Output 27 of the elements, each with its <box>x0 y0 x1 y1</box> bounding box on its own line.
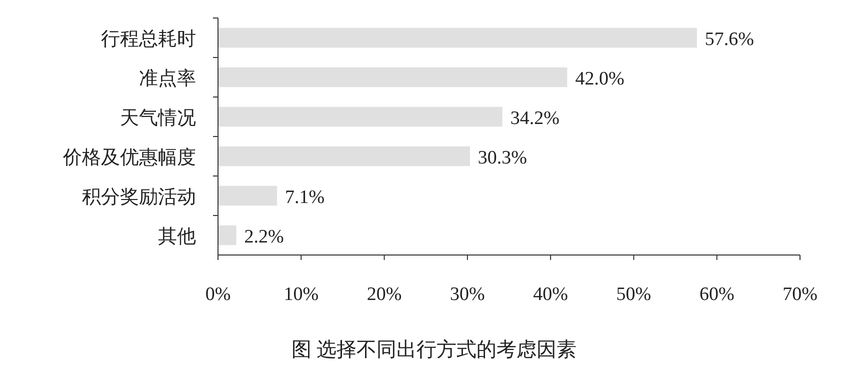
y-tick-label: 积分奖励活动 <box>82 186 196 208</box>
x-tick-label: 10% <box>284 284 319 305</box>
x-tick-label: 60% <box>699 284 734 305</box>
data-label: 7.1% <box>285 186 325 208</box>
x-tick-label: 70% <box>782 284 818 305</box>
bar <box>218 186 278 206</box>
y-tick-label: 准点率 <box>139 67 196 90</box>
x-tick-label: 40% <box>533 284 568 305</box>
y-tick-label: 其他 <box>158 226 196 248</box>
data-label: 34.2% <box>510 108 560 129</box>
bar <box>218 225 236 246</box>
data-label: 30.3% <box>478 147 528 168</box>
bar <box>218 106 502 127</box>
data-label: 42.0% <box>575 68 624 90</box>
y-tick-label: 价格及优惠幅度 <box>62 146 196 168</box>
bar <box>218 146 470 166</box>
data-label: 2.2% <box>244 226 284 248</box>
y-tick-label: 行程总耗时 <box>101 28 196 50</box>
x-tick-label: 50% <box>616 284 652 305</box>
y-tick-label: 天气情况 <box>120 108 196 129</box>
data-label: 57.6% <box>704 28 754 50</box>
text: 图 选择不同出行方式的考虑因素 <box>292 338 576 361</box>
bar <box>218 28 697 48</box>
x-tick-label: 0% <box>205 284 231 305</box>
x-tick-label: 30% <box>450 284 486 305</box>
bar <box>218 67 568 88</box>
x-tick-label: 20% <box>366 284 402 305</box>
